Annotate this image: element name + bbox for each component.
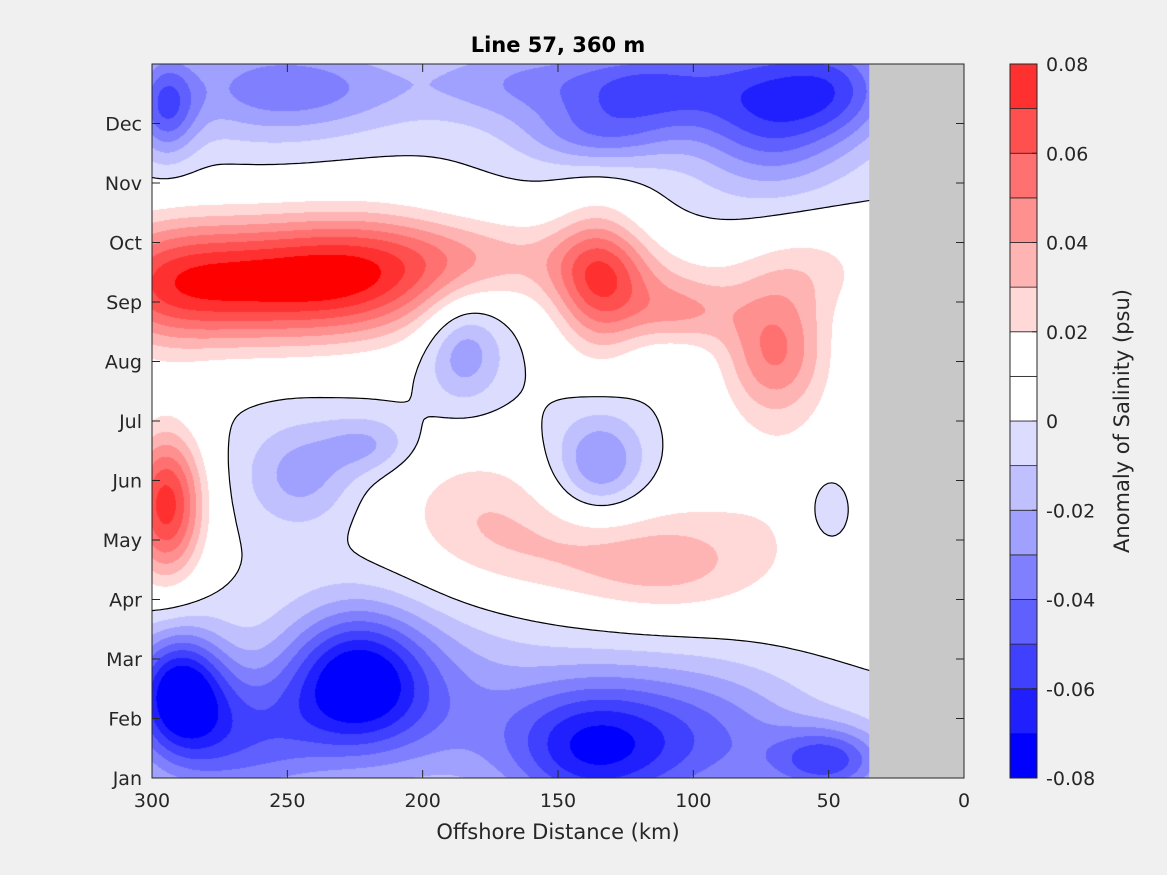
x-tick-label: 250 bbox=[269, 790, 305, 812]
colorbar-band bbox=[1009, 197, 1038, 243]
zero-contour-lines bbox=[152, 155, 964, 704]
plot-area bbox=[151, 63, 965, 779]
colorbar-tick-label: 0 bbox=[1046, 411, 1058, 433]
y-tick-label: Apr bbox=[109, 590, 142, 612]
colorbar-label: Anomaly of Salinity (psu) bbox=[1110, 289, 1134, 553]
x-tick-label: 300 bbox=[134, 790, 170, 812]
colorbar-band bbox=[1009, 509, 1038, 556]
colorbar-tick-label: 0.02 bbox=[1046, 322, 1088, 344]
x-axis: 300 250 200 150 100 50 0 bbox=[134, 64, 970, 812]
colorbar-band bbox=[1009, 242, 1038, 288]
colorbar-band bbox=[1009, 732, 1038, 779]
colorbar-band bbox=[1009, 286, 1038, 333]
salinity-contour-field bbox=[152, 64, 964, 778]
colorbar-band bbox=[1009, 375, 1038, 422]
colorbar-band bbox=[1009, 63, 1038, 110]
y-tick-label: Oct bbox=[109, 233, 142, 255]
x-axis-label: Offshore Distance (km) bbox=[436, 820, 679, 844]
x-tick-label: 200 bbox=[405, 790, 441, 812]
colorbar-tick-label: -0.06 bbox=[1046, 679, 1095, 701]
y-tick-label: Feb bbox=[108, 709, 142, 731]
colorbar-band bbox=[1009, 420, 1038, 467]
colorbar-tick-label: 0.08 bbox=[1046, 54, 1088, 76]
colorbar-band bbox=[1009, 331, 1038, 377]
colorbar-ticks: 0.08 0.06 0.04 0.02 0 -0.02 -0.04 -0.06 -0.08 bbox=[1032, 54, 1095, 790]
colorbar-tick-label: 0.04 bbox=[1046, 233, 1088, 255]
colorbar-tick-label: 0.06 bbox=[1046, 143, 1088, 165]
x-tick-label: 150 bbox=[540, 790, 576, 812]
y-tick-label: Aug bbox=[105, 352, 142, 374]
colorbar-band bbox=[1009, 108, 1038, 154]
colorbar-band bbox=[1009, 554, 1038, 600]
colorbar-tick-label: -0.02 bbox=[1046, 500, 1095, 522]
colorbar-tick-label: -0.04 bbox=[1046, 590, 1095, 612]
x-tick-label: 50 bbox=[817, 790, 841, 812]
colorbar-band bbox=[1009, 599, 1038, 645]
zero-contour-line bbox=[152, 155, 964, 704]
y-axis: Jan Feb Mar Apr May Jun Jul Aug Sep Oct Nov Dec bbox=[103, 114, 964, 790]
y-tick-label: Dec bbox=[105, 114, 142, 136]
y-tick-label: Jan bbox=[112, 768, 142, 790]
y-tick-label: Jul bbox=[118, 411, 142, 433]
x-tick-label: 0 bbox=[958, 790, 970, 812]
colorbar-band bbox=[1009, 465, 1038, 511]
colorbar: 0.08 0.06 0.04 0.02 0 -0.02 -0.04 -0.06 -0.08 An… bbox=[1009, 54, 1134, 790]
colorbar-band bbox=[1009, 643, 1038, 690]
x-tick-label: 100 bbox=[675, 790, 711, 812]
y-tick-label: Jun bbox=[111, 471, 142, 493]
colorbar-band bbox=[1009, 152, 1038, 199]
colorbar-band bbox=[1009, 688, 1038, 734]
y-tick-label: Mar bbox=[106, 649, 142, 671]
chart-title: Line 57, 360 m bbox=[471, 33, 646, 57]
y-tick-label: Sep bbox=[106, 292, 142, 314]
y-tick-label: Nov bbox=[105, 173, 142, 195]
y-tick-label: May bbox=[103, 530, 142, 552]
no-data-region bbox=[869, 64, 964, 778]
colorbar-tick-label: -0.08 bbox=[1046, 768, 1095, 790]
